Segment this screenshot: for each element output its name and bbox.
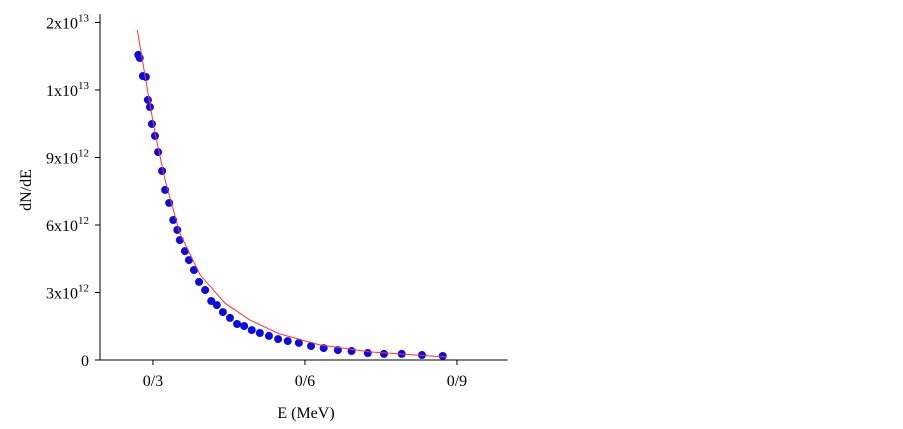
y-tick-label: 0 <box>81 353 89 370</box>
data-point <box>184 256 193 265</box>
y-tick-label: 9x1012 <box>46 148 89 168</box>
fit-line <box>136 29 447 358</box>
data-point <box>363 349 372 358</box>
x-tick-label: 0/6 <box>295 373 315 390</box>
data-point <box>141 72 150 81</box>
data-point <box>201 286 210 295</box>
x-tick-label: 0/3 <box>143 373 163 390</box>
data-point <box>233 320 242 328</box>
data-point <box>145 103 154 112</box>
data-point <box>294 338 303 347</box>
data-point <box>180 247 189 256</box>
y-axis-label: dN/dE <box>18 169 35 211</box>
y-tick-label: 6x1012 <box>46 215 89 235</box>
data-point <box>438 351 447 360</box>
y-tick-label: 2x1013 <box>46 13 90 33</box>
data-point <box>283 337 292 346</box>
data-point <box>255 329 264 337</box>
data-point <box>274 335 283 344</box>
data-point <box>189 266 198 274</box>
x-tick-label: 0/9 <box>447 373 467 390</box>
y-tick-label: 3x1012 <box>46 283 89 303</box>
data-point <box>307 342 316 351</box>
data-point <box>150 131 159 140</box>
data-point <box>379 349 388 358</box>
data-point <box>347 347 356 355</box>
data-point <box>147 119 156 128</box>
data-point <box>207 297 216 306</box>
data-point <box>247 326 256 335</box>
data-point <box>225 313 234 322</box>
x-axis-label: E (MeV) <box>277 405 334 422</box>
y-tick-label: 1x1013 <box>46 80 90 100</box>
data-point <box>212 301 221 310</box>
data-point <box>240 322 249 331</box>
data-point <box>143 95 152 104</box>
data-point <box>218 308 227 317</box>
data-point <box>264 331 273 340</box>
data-point <box>195 277 204 286</box>
data-point <box>175 236 184 245</box>
